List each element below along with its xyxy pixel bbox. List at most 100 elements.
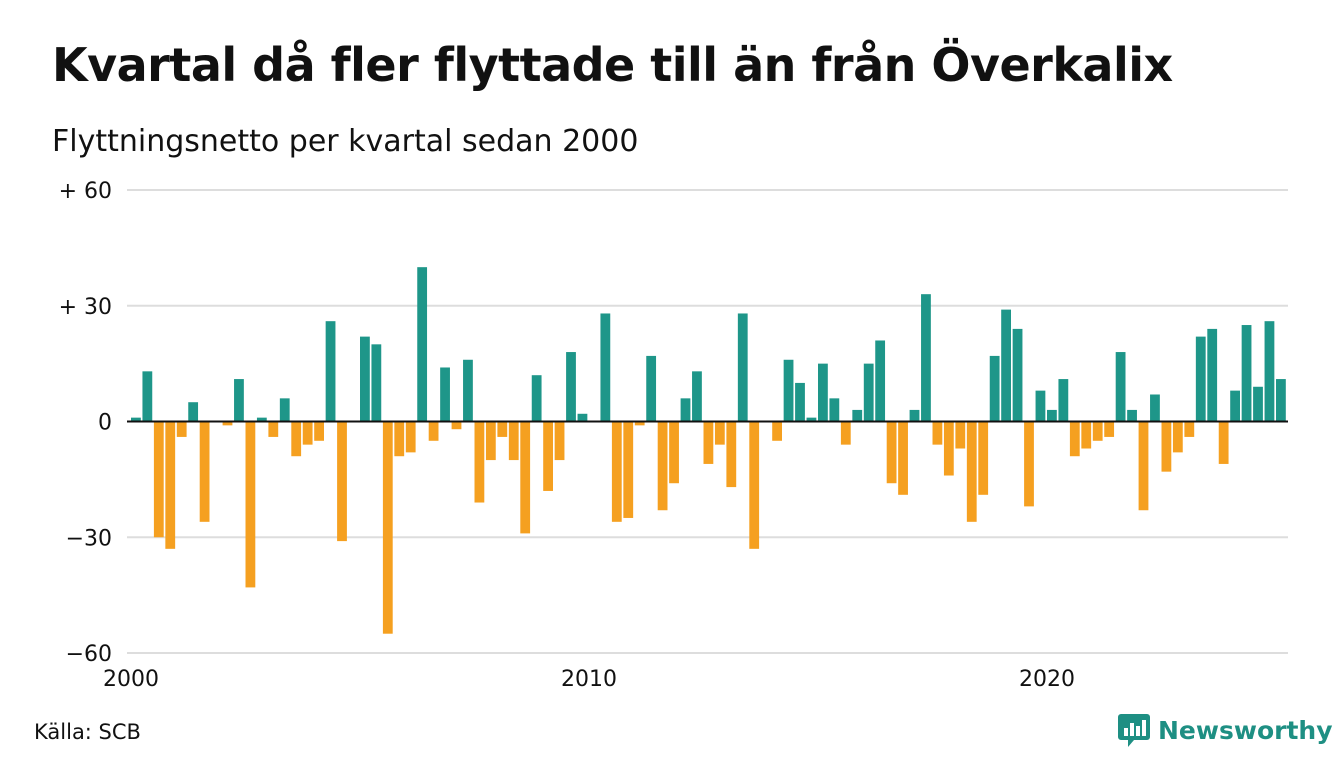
bar bbox=[749, 421, 760, 549]
bar bbox=[1150, 394, 1160, 422]
bar bbox=[165, 421, 176, 549]
bar bbox=[131, 417, 141, 422]
grid-lines bbox=[127, 189, 1288, 654]
bar bbox=[566, 352, 576, 422]
bar-chart: + 60 + 30 0 −30 −60 2000 2010 2020 bbox=[59, 179, 1288, 692]
bar bbox=[1001, 309, 1011, 422]
bar bbox=[1058, 379, 1069, 422]
bar bbox=[611, 421, 622, 522]
chart-title: Kvartal då fler flyttade till än från Öv… bbox=[52, 38, 1173, 92]
bar bbox=[657, 421, 668, 511]
bar bbox=[199, 421, 210, 522]
bar bbox=[474, 421, 485, 503]
bar bbox=[153, 421, 164, 538]
bar bbox=[1207, 328, 1218, 422]
bar bbox=[245, 421, 256, 588]
bar bbox=[325, 321, 336, 422]
bar bbox=[646, 355, 657, 422]
bar bbox=[852, 409, 863, 422]
bar bbox=[279, 398, 290, 422]
bar bbox=[1264, 321, 1275, 422]
bar bbox=[360, 336, 370, 422]
bar bbox=[1069, 421, 1080, 457]
bar bbox=[256, 417, 267, 422]
bar bbox=[142, 371, 153, 422]
bar bbox=[451, 421, 462, 430]
bar bbox=[1161, 421, 1172, 472]
bar bbox=[875, 340, 886, 422]
x-tick-label: 2020 bbox=[1019, 667, 1075, 692]
bar bbox=[634, 421, 645, 426]
bar bbox=[302, 421, 313, 445]
bar bbox=[1024, 421, 1034, 507]
bar bbox=[623, 421, 634, 518]
brand-name: Newsworthy bbox=[1158, 715, 1333, 745]
bar bbox=[737, 313, 748, 422]
bar bbox=[1184, 421, 1195, 437]
bar bbox=[577, 413, 588, 422]
y-tick-label: 0 bbox=[98, 411, 112, 436]
bar bbox=[1115, 352, 1126, 422]
bar bbox=[1104, 421, 1115, 437]
bar bbox=[1230, 390, 1240, 422]
bar bbox=[463, 359, 473, 422]
bar bbox=[714, 421, 725, 445]
bar bbox=[508, 421, 519, 461]
bar bbox=[382, 421, 393, 634]
bar bbox=[1253, 386, 1263, 422]
y-tick-label: + 60 bbox=[59, 179, 112, 204]
bar bbox=[1276, 379, 1286, 422]
bar bbox=[428, 421, 439, 441]
y-tick-label: + 30 bbox=[59, 295, 112, 320]
bar bbox=[531, 375, 542, 422]
bar bbox=[337, 421, 347, 542]
bar bbox=[417, 267, 428, 422]
bar bbox=[909, 409, 920, 422]
y-tick-label: −30 bbox=[66, 526, 112, 551]
x-axis-ticks: 2000 2010 2020 bbox=[103, 667, 1075, 692]
bar bbox=[840, 421, 851, 445]
bar bbox=[829, 398, 840, 422]
bar bbox=[1012, 328, 1023, 422]
brand-logo: Newsworthy bbox=[1118, 712, 1333, 748]
bar bbox=[1138, 421, 1149, 511]
bar bbox=[795, 382, 805, 422]
source-note: Källa: SCB bbox=[34, 720, 141, 744]
bar bbox=[371, 344, 382, 422]
bar bbox=[440, 367, 450, 422]
chart-subtitle: Flyttningsnetto per kvartal sedan 2000 bbox=[52, 124, 639, 159]
bar bbox=[680, 398, 691, 422]
bar bbox=[188, 402, 199, 422]
bar bbox=[669, 421, 679, 484]
bar bbox=[1035, 390, 1046, 422]
bar bbox=[485, 421, 496, 461]
bar bbox=[978, 421, 989, 495]
bar bbox=[1241, 325, 1252, 422]
bar bbox=[692, 371, 702, 422]
bar bbox=[1172, 421, 1183, 453]
bar bbox=[703, 421, 714, 464]
bar bbox=[886, 421, 897, 484]
bar bbox=[520, 421, 531, 534]
bar bbox=[1081, 421, 1092, 449]
x-tick-label: 2010 bbox=[561, 667, 617, 692]
bar bbox=[1195, 336, 1206, 422]
bar bbox=[1218, 421, 1229, 464]
bar bbox=[943, 421, 954, 476]
bar bbox=[783, 359, 794, 422]
y-tick-label: −60 bbox=[66, 642, 112, 667]
bar bbox=[806, 417, 817, 422]
bar bbox=[898, 421, 908, 495]
bar-chart-speech-bubble-icon bbox=[1118, 714, 1150, 747]
bar bbox=[989, 355, 1000, 422]
bar bbox=[394, 421, 405, 457]
bar bbox=[955, 421, 966, 449]
bar bbox=[1127, 409, 1137, 422]
bar bbox=[176, 421, 187, 437]
bar bbox=[1047, 409, 1057, 422]
bar bbox=[543, 421, 553, 491]
bar bbox=[291, 421, 302, 457]
bar bbox=[234, 379, 244, 422]
bar bbox=[268, 421, 279, 437]
bars bbox=[131, 267, 1286, 634]
